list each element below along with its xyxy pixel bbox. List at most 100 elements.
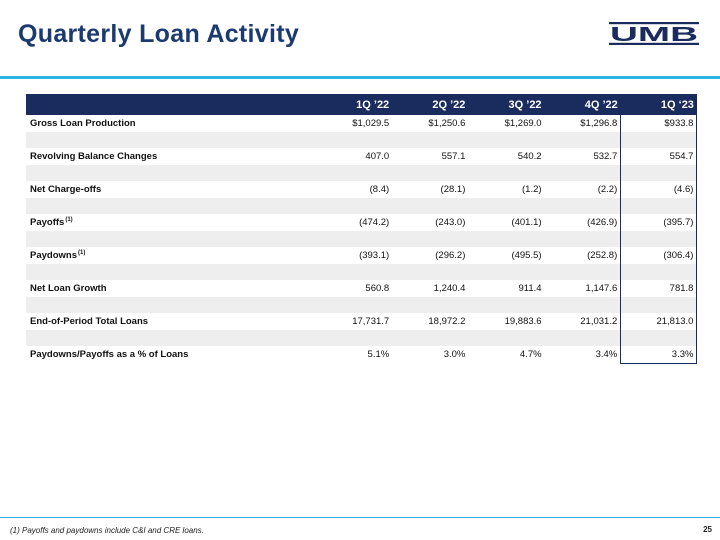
spacer-cell bbox=[544, 329, 621, 346]
logo-text: UMB bbox=[610, 24, 698, 45]
footnote-marker: (1) bbox=[78, 249, 86, 256]
table-cell: (495.5) bbox=[468, 247, 545, 264]
table-cell: (296.2) bbox=[392, 247, 469, 264]
spacer-cell bbox=[26, 131, 316, 148]
spacer-cell bbox=[26, 296, 316, 313]
table-cell: (2.2) bbox=[544, 181, 621, 198]
table-cell: (8.4) bbox=[316, 181, 393, 198]
spacer-cell bbox=[26, 263, 316, 280]
column-header: 1Q ’22 bbox=[316, 94, 393, 115]
spacer-cell bbox=[316, 230, 393, 247]
table-cell: $1,296.8 bbox=[544, 115, 621, 132]
spacer-cell bbox=[468, 230, 545, 247]
loan-activity-table-container: 1Q ’22 2Q ’22 3Q ’22 4Q ’22 1Q ‘23 Gross Loa… bbox=[26, 94, 698, 364]
row-label-text: Gross Loan Production bbox=[30, 117, 136, 129]
table-cell: 1,147.6 bbox=[544, 280, 621, 297]
table-cell: 540.2 bbox=[468, 148, 545, 165]
row-label-text: Net Charge-offs bbox=[30, 183, 102, 195]
footnote: (1) Payoffs and paydowns include C&I and… bbox=[10, 526, 204, 535]
spacer-cell bbox=[544, 131, 621, 148]
spacer-cell bbox=[620, 230, 698, 247]
table-row: Net Loan Growth 560.8 1,240.4 911.4 1,147.6 7… bbox=[26, 280, 698, 297]
table-cell: (4.6) bbox=[620, 181, 698, 198]
spacer-cell bbox=[544, 197, 621, 214]
table-cell: $1,269.0 bbox=[468, 115, 545, 132]
table-cell: 554.7 bbox=[620, 148, 698, 165]
spacer-cell bbox=[620, 263, 698, 280]
column-header: 3Q ’22 bbox=[468, 94, 545, 115]
spacer-cell bbox=[26, 329, 316, 346]
table-cell: 560.8 bbox=[316, 280, 393, 297]
row-label: Revolving Balance Changes bbox=[26, 148, 316, 165]
table-cell: 407.0 bbox=[316, 148, 393, 165]
spacer-cell bbox=[26, 164, 316, 181]
table-cell: 3.3% bbox=[620, 346, 698, 364]
table-row: Revolving Balance Changes 407.0 557.1 540.2… bbox=[26, 148, 698, 165]
table-row: End-of-Period Total Loans 17,731.7 18,972.… bbox=[26, 313, 698, 330]
spacer-cell bbox=[620, 329, 698, 346]
row-label: Paydowns/Payoffs as a % of Loans bbox=[26, 346, 316, 363]
footnote-marker: (1) bbox=[65, 216, 73, 223]
spacer-cell bbox=[544, 164, 621, 181]
table-cell: (395.7) bbox=[620, 214, 698, 231]
spacer-cell bbox=[468, 329, 545, 346]
table-cell: 3.0% bbox=[392, 346, 469, 363]
spacer-cell bbox=[392, 164, 469, 181]
table-cell: (474.2) bbox=[316, 214, 393, 231]
row-label-text: Payoffs bbox=[30, 216, 65, 228]
column-header: 1Q ‘23 bbox=[620, 94, 697, 115]
spacer-row bbox=[26, 296, 698, 313]
table-cell: 5.1% bbox=[316, 346, 393, 363]
table-cell: (426.9) bbox=[544, 214, 621, 231]
spacer-cell bbox=[392, 197, 469, 214]
table-cell: 911.4 bbox=[468, 280, 545, 297]
spacer-cell bbox=[468, 164, 545, 181]
spacer-cell bbox=[316, 296, 393, 313]
header-divider bbox=[0, 76, 720, 79]
spacer-cell bbox=[620, 131, 698, 148]
row-label: Gross Loan Production bbox=[26, 115, 316, 132]
table-cell: (306.4) bbox=[620, 247, 698, 264]
column-header: 2Q ’22 bbox=[392, 94, 469, 115]
row-label: Paydowns(1) bbox=[26, 247, 316, 264]
loan-activity-table: 1Q ’22 2Q ’22 3Q ’22 4Q ’22 1Q ‘23 Gross Loa… bbox=[26, 94, 698, 364]
spacer-cell bbox=[468, 197, 545, 214]
spacer-row bbox=[26, 230, 698, 247]
spacer-cell bbox=[26, 197, 316, 214]
table-cell: $1,029.5 bbox=[316, 115, 393, 132]
spacer-cell bbox=[316, 164, 393, 181]
table-cell: 781.8 bbox=[620, 280, 698, 297]
spacer-cell bbox=[544, 230, 621, 247]
table-cell: (243.0) bbox=[392, 214, 469, 231]
table-row: Paydowns(1) (393.1) (296.2) (495.5) (252.8)(… bbox=[26, 247, 698, 264]
spacer-cell bbox=[26, 230, 316, 247]
table-cell: 557.1 bbox=[392, 148, 469, 165]
table-row: Net Charge-offs (8.4) (28.1) (1.2) (2.2) (4.6… bbox=[26, 181, 698, 198]
table-cell: 3.4% bbox=[544, 346, 621, 363]
table-row: Paydowns/Payoffs as a % of Loans 5.1% 3.0%… bbox=[26, 346, 698, 364]
spacer-row bbox=[26, 263, 698, 280]
table-cell: (401.1) bbox=[468, 214, 545, 231]
spacer-cell bbox=[620, 197, 698, 214]
row-label-text: Paydowns bbox=[30, 249, 77, 261]
table-row: Gross Loan Production $1,029.5 $1,250.6 $1,… bbox=[26, 115, 698, 132]
row-label: End-of-Period Total Loans bbox=[26, 313, 316, 330]
table-cell: (252.8) bbox=[544, 247, 621, 264]
row-label-text: Paydowns/Payoffs as a % of Loans bbox=[30, 349, 189, 360]
row-label-text: Net Loan Growth bbox=[30, 282, 107, 294]
table-cell: 21,813.0 bbox=[620, 313, 698, 330]
spacer-cell bbox=[468, 131, 545, 148]
table-cell: (1.2) bbox=[468, 181, 545, 198]
page-title: Quarterly Loan Activity bbox=[18, 20, 300, 48]
row-label-text: Revolving Balance Changes bbox=[30, 150, 158, 162]
table-cell: 532.7 bbox=[544, 148, 621, 165]
footer-divider bbox=[0, 517, 720, 518]
spacer-cell bbox=[544, 263, 621, 280]
spacer-cell bbox=[392, 230, 469, 247]
row-label: Payoffs(1) bbox=[26, 214, 316, 231]
spacer-row bbox=[26, 164, 698, 181]
table-cell: 17,731.7 bbox=[316, 313, 393, 330]
spacer-cell bbox=[392, 263, 469, 280]
spacer-cell bbox=[620, 296, 698, 313]
table-cell: 18,972.2 bbox=[392, 313, 469, 330]
